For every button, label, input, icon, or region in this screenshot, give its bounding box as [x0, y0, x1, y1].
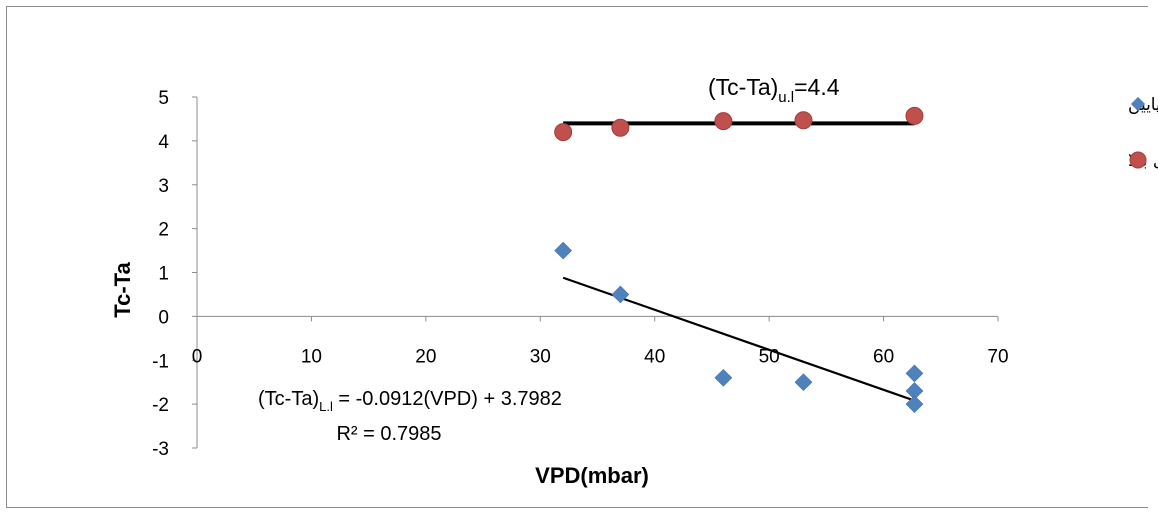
lower-equation-subscript: L.l	[319, 399, 333, 414]
x-tick-label: 70	[987, 346, 1008, 367]
x-axis-title: VPD(mbar)	[535, 463, 649, 488]
data-point-lower-baseline	[714, 368, 733, 387]
y-axis-title: Tc-Ta	[110, 262, 135, 318]
legend-marker-diamond-icon	[1130, 96, 1146, 112]
data-point-upper-baseline	[794, 111, 813, 130]
y-tick-label: 1	[158, 264, 169, 285]
upper-equation-main: (Tc-Ta)	[708, 74, 778, 100]
lower-equation-formula: = -0.0912(VPD) + 3.7982	[333, 388, 562, 410]
y-tick-label: 4	[158, 132, 169, 153]
upper-equation-subscript: u.l	[778, 89, 794, 106]
data-point-lower-baseline	[611, 285, 630, 304]
y-tick-label: 0	[158, 307, 169, 328]
lower-equation-main: (Tc-Ta)	[258, 388, 319, 410]
x-tick-label: 10	[301, 346, 322, 367]
legend-marker-circle-icon	[1129, 151, 1147, 169]
data-point-lower-baseline	[905, 382, 924, 400]
y-tick-label: -3	[152, 439, 169, 460]
x-tick-label: 60	[873, 346, 894, 367]
x-tick-label: 0	[192, 346, 203, 367]
data-point-upper-baseline	[554, 123, 573, 142]
data-point-upper-baseline	[714, 112, 733, 131]
data-point-lower-baseline	[554, 241, 573, 260]
y-tick-label: -1	[152, 351, 169, 372]
upper-equation-value: =4.4	[794, 74, 840, 100]
data-point-lower-baseline	[794, 373, 813, 392]
legend: خط مبنای پایین خط مبنای بالا	[1128, 95, 1158, 171]
y-tick-label: 5	[158, 88, 169, 109]
data-point-lower-baseline	[905, 364, 924, 383]
y-tick-label: 3	[158, 176, 169, 197]
x-tick-label: 20	[415, 346, 436, 367]
y-tick-label: -2	[152, 395, 169, 416]
data-point-lower-baseline	[905, 395, 924, 413]
x-tick-label: 40	[644, 346, 665, 367]
data-point-upper-baseline	[611, 118, 630, 137]
upper-equation: (Tc-Ta)u.l=4.4	[708, 74, 840, 106]
x-tick-label: 30	[530, 346, 551, 367]
chart-frame	[6, 6, 1148, 508]
r-squared-label: R² = 0.7985	[336, 423, 441, 445]
data-point-upper-baseline	[905, 106, 924, 125]
lower-equation: (Tc-Ta)L.l = -0.0912(VPD) + 3.7982	[258, 388, 562, 414]
y-tick-label: 2	[158, 220, 169, 241]
